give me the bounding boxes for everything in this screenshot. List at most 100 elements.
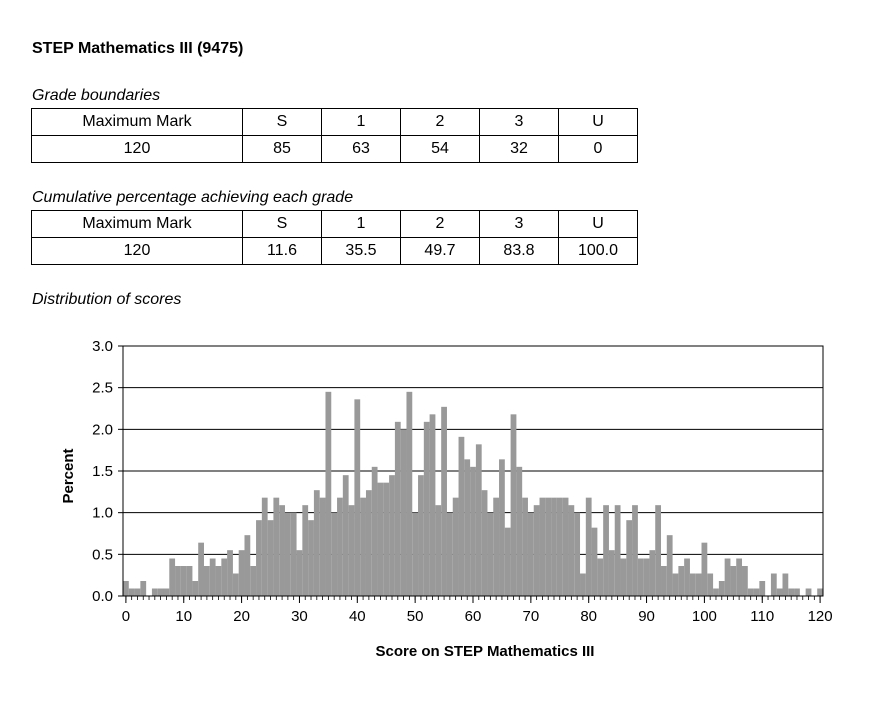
bar [585,497,592,596]
bar [290,512,297,596]
bar [123,581,129,596]
bar [597,558,604,596]
bar [140,581,147,596]
bar [794,588,800,596]
x-tick-label: 90 [638,608,655,625]
bar [186,566,193,596]
bar [533,505,540,596]
bar [221,558,228,596]
bar [418,475,424,596]
y-tick-label: 2.5 [92,380,113,397]
bar [655,505,662,596]
bar [267,520,274,596]
bar [412,512,419,596]
x-tick-label: 50 [407,608,424,625]
page-title: STEP Mathematics III (9475) [32,40,244,57]
x-tick-label: 0 [122,608,130,625]
table-cell: 49.7 [400,237,480,265]
x-tick-label: 20 [233,608,250,625]
bar [342,475,349,596]
bar [337,497,343,596]
header-cell: Maximum Mark [31,108,243,136]
table-cell: 85 [242,135,322,163]
bar [134,588,141,596]
table-cell: 54 [400,135,480,163]
bar [707,573,714,596]
bar [603,505,609,596]
bar [250,566,257,596]
y-tick-label: 1.5 [92,463,113,480]
bar [718,581,725,596]
bar [192,581,199,596]
bar [151,588,158,596]
bar [302,505,309,596]
bar [730,566,737,596]
bar [354,399,361,596]
cumulative-table: Maximum Mark S 1 2 3 U 120 11.6 35.5 49.… [31,210,638,265]
table-cell: 120 [31,135,243,163]
bar [499,459,505,596]
x-axis-label: Score on STEP Mathematics III [376,643,595,660]
bar [163,588,170,596]
bar [527,512,534,596]
bar [400,429,407,596]
bar [493,497,500,596]
bar [215,566,222,596]
grade-boundaries-caption: Grade boundaries [32,87,161,104]
x-tick-label: 10 [175,608,192,625]
bar [244,535,251,596]
header-cell: Maximum Mark [31,210,243,238]
y-tick-label: 1.0 [92,505,113,522]
table-row: 120 11.6 35.5 49.7 83.8 100.0 [31,237,638,265]
bar [198,542,204,596]
bar [504,527,511,596]
bar [458,436,465,596]
bar [209,558,216,596]
table-cell: 35.5 [321,237,401,265]
grade-boundaries-table: Maximum Mark S 1 2 3 U 120 85 63 54 32 0 [31,108,638,163]
bar [423,421,430,596]
table-cell: 83.8 [479,237,559,265]
bar [256,520,262,596]
bar [383,482,390,596]
bar [753,588,760,596]
y-tick-label: 3.0 [92,338,113,355]
bar [695,573,702,596]
bar [365,490,372,596]
bar [701,542,708,596]
bar [348,505,355,596]
bar [817,588,823,596]
bar [487,512,494,596]
bar [539,497,546,596]
bar [238,550,245,596]
bar [747,588,754,596]
bar [319,497,326,596]
bar [227,550,233,596]
x-tick-label: 110 [750,608,774,625]
bar [568,505,575,596]
bar [308,520,314,596]
x-tick-label: 100 [692,608,717,625]
bar [684,558,690,596]
bar [325,391,332,596]
table-header-row: Maximum Mark S 1 2 3 U [31,210,638,238]
bar [643,558,650,596]
bar [331,512,338,596]
bar [273,497,280,596]
bar [180,566,187,596]
bar [632,505,638,596]
bar [556,497,563,596]
distribution-caption: Distribution of scores [32,291,182,308]
bar [770,573,777,596]
bar [580,573,586,596]
bar [169,558,176,596]
bar [608,550,615,596]
bar [441,406,447,596]
bar [279,505,285,596]
bar [175,566,181,596]
bar [626,520,633,596]
y-tick-label: 0.5 [92,546,113,563]
bar [672,573,679,596]
bar [464,459,471,596]
